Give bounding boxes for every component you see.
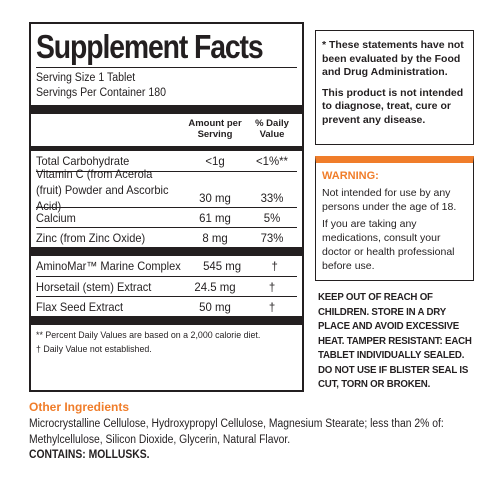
nutrient-row: Total Carbohydrate <1g <1%** [36,151,297,171]
other-ingredients-text: Microcrystalline Cellulose, Hydroxypropy… [29,418,444,446]
column-header: Amount per Serving % Daily Value [36,114,297,146]
nutrient-dv: † [271,259,278,273]
divider-thick [31,247,302,256]
disclaimer-intended-use: This product is not intended to diagnose… [322,86,464,126]
nutrient-dv: † [268,299,276,314]
nutrient-dv: 5% [263,210,281,225]
divider-thick [31,105,302,114]
nutrient-dv: † [268,279,276,294]
nutrient-dv: 33% [260,191,284,205]
nutrient-dv: 73% [260,230,284,245]
divider-thick [31,316,302,325]
serving-size: Serving Size 1 Tablet [36,72,136,84]
col-dv-header: % Daily Value [255,118,289,140]
disclaimer-statement: * These statements have not been evaluat… [322,39,464,78]
facts-title: Supplement Facts [36,28,264,65]
footnote-not-established: † Daily Value not established. [36,344,152,355]
nutrient-amount: 545 mg [203,259,242,273]
nutrient-amount: 50 mg [199,299,231,314]
title-rule [36,67,297,68]
serving-info: Serving Size 1 Tablet Servings Per Conta… [36,71,297,105]
nutrient-amount: 30 mg [199,191,231,205]
fda-disclaimer-box: * These statements have not been evaluat… [315,30,474,145]
nutrient-name: AminoMar™ Marine Complex [36,259,181,273]
nutrient-name: Total Carbohydrate [36,154,130,168]
storage-instructions: KEEP OUT OF REACH OF CHILDREN. STORE IN … [318,292,472,390]
nutrient-row: Horsetail (stem) Extract 24.5 mg † [36,276,297,296]
nutrient-amount: <1g [205,154,225,168]
warning-medications: If you are taking any medications, consu… [322,218,455,272]
nutrient-name: Vitamin C (from Acerola (fruit) Powder a… [36,166,169,213]
warning-box: WARNING: Not intended for use by any per… [315,156,474,281]
supplement-facts-panel: Supplement Facts Serving Size 1 Tablet S… [29,22,304,392]
nutrient-dv: <1%** [255,154,289,168]
nutrient-name: Horsetail (stem) Extract [36,279,152,294]
warning-heading: WARNING: [322,170,379,182]
nutrient-amount: 61 mg [199,210,231,225]
nutrient-row: Calcium 61 mg 5% [36,207,297,227]
other-ingredients-heading: Other Ingredients [29,400,130,414]
col-amount-header: Amount per Serving [188,118,242,140]
nutrient-name: Flax Seed Extract [36,299,124,314]
nutrient-name: Calcium [36,210,76,225]
nutrient-row: AminoMar™ Marine Complex 545 mg † [36,256,297,276]
other-ingredients: Other Ingredients Microcrystalline Cellu… [29,400,479,461]
nutrient-amount: 8 mg [202,230,228,245]
nutrient-row: Flax Seed Extract 50 mg † [36,296,297,316]
nutrient-row: Vitamin C (from Acerola (fruit) Powder a… [36,167,297,213]
nutrient-row: Zinc (from Zinc Oxide) 8 mg 73% [36,227,297,247]
nutrient-name: Zinc (from Zinc Oxide) [36,230,146,245]
servings-per-container: Servings Per Container 180 [36,87,166,99]
warning-age: Not intended for use by any persons unde… [322,187,457,213]
footnotes: ** Percent Daily Values are based on a 2… [36,325,279,357]
divider-mid [31,146,302,151]
footnote-daily-values: ** Percent Daily Values are based on a 2… [36,330,261,341]
allergen-statement: CONTAINS: MOLLUSKS. [29,449,150,461]
nutrient-amount: 24.5 mg [194,279,236,294]
